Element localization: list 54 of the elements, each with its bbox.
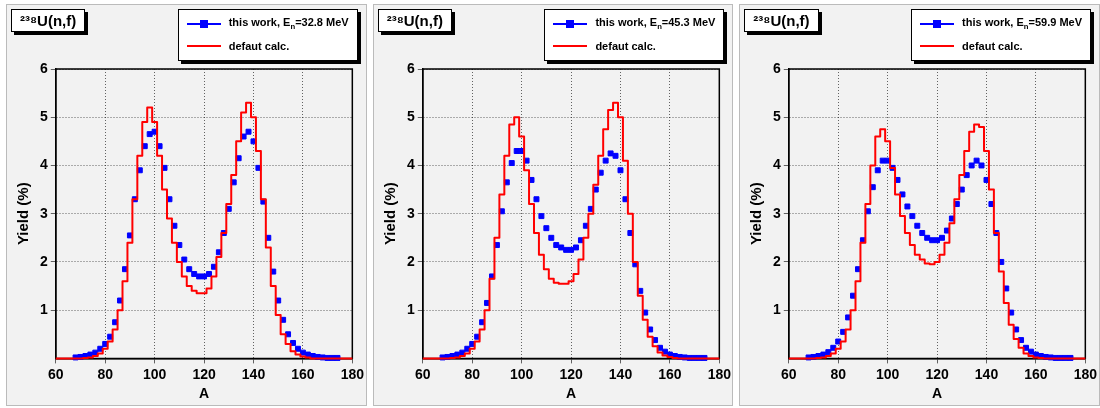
- chart-title: ²³⁸U(n,f): [744, 9, 819, 32]
- x-tick-label: 120: [925, 365, 950, 382]
- y-tick-label: 2: [773, 252, 782, 269]
- x-tick-label: 160: [1024, 365, 1049, 382]
- y-tick-label: 6: [39, 59, 48, 76]
- x-tick-label: 60: [414, 365, 431, 382]
- chart-title: ²³⁸U(n,f): [377, 9, 452, 32]
- y-axis-title: Yield (%): [14, 182, 32, 246]
- y-tick-label: 6: [773, 59, 782, 76]
- chart-title: ²³⁸U(n,f): [11, 9, 86, 32]
- x-axis-title: A: [565, 385, 576, 402]
- x-tick-label: 60: [781, 365, 798, 382]
- x-tick-label: 80: [464, 365, 480, 382]
- x-tick-label: 140: [975, 365, 999, 382]
- x-axis-title: A: [932, 385, 943, 402]
- legend-label: defaut calc.: [962, 40, 1023, 52]
- y-tick-label: 5: [39, 108, 48, 125]
- x-tick-label: 100: [509, 365, 534, 382]
- y-tick-label: 2: [406, 252, 415, 269]
- x-tick-label: 160: [291, 365, 315, 382]
- x-tick-label: 140: [241, 365, 266, 382]
- x-tick-label: 100: [876, 365, 900, 382]
- x-tick-label: 140: [608, 365, 633, 382]
- y-tick-label: 6: [406, 59, 415, 76]
- y-tick-label: 1: [39, 301, 48, 318]
- y-tick-label: 5: [773, 108, 782, 125]
- legend-label: defaut calc.: [228, 40, 290, 52]
- legend-label: this work, E$_{n}$=45.3 MeV: [595, 16, 716, 32]
- y-axis-title: Yield (%): [380, 182, 398, 246]
- y-tick-label: 2: [39, 252, 48, 269]
- x-tick-label: 180: [1073, 365, 1098, 382]
- y-axis-title: Yield (%): [747, 182, 765, 246]
- y-tick-label: 4: [39, 156, 48, 173]
- y-tick-label: 4: [406, 156, 415, 173]
- x-tick-label: 60: [48, 365, 64, 382]
- x-axis-title: A: [198, 385, 210, 402]
- y-tick-label: 3: [773, 204, 782, 221]
- legend-label: this work, E$_{n}$=59.9 MeV: [962, 16, 1083, 32]
- x-tick-label: 80: [830, 365, 847, 382]
- y-tick-label: 3: [39, 204, 48, 221]
- x-tick-label: 100: [142, 365, 167, 382]
- y-tick-label: 5: [406, 108, 415, 125]
- x-tick-label: 180: [340, 365, 365, 382]
- x-tick-label: 180: [707, 365, 731, 382]
- legend-label: this work, E$_{n}$=32.8 MeV: [228, 16, 349, 32]
- legend-label: defaut calc.: [595, 40, 656, 52]
- y-tick-label: 4: [773, 156, 782, 173]
- x-tick-label: 160: [657, 365, 682, 382]
- y-tick-label: 1: [773, 301, 782, 318]
- x-tick-label: 120: [559, 365, 583, 382]
- x-tick-label: 120: [192, 365, 216, 382]
- x-tick-label: 80: [97, 365, 114, 382]
- y-tick-label: 1: [406, 301, 415, 318]
- y-tick-label: 3: [406, 204, 415, 221]
